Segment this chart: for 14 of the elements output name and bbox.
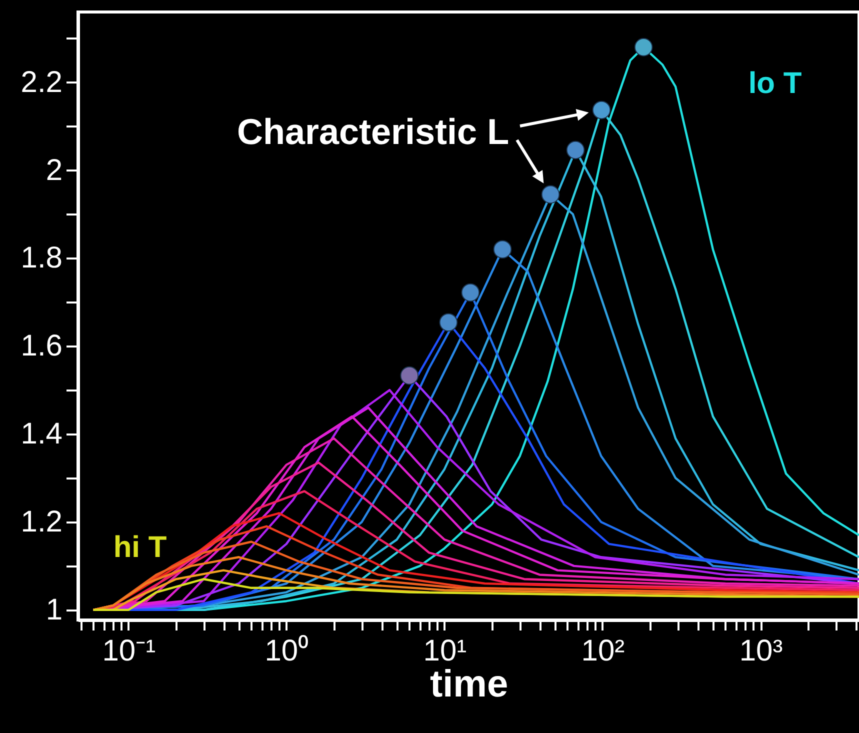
- annotation: hi T: [113, 531, 167, 564]
- x-tick-label: 10³: [739, 634, 783, 668]
- y-tick-label: 1.6: [20, 330, 62, 363]
- annotation: Characteristic L: [236, 111, 510, 152]
- y-tick-label: 1: [46, 593, 62, 626]
- y-tick-label: 2.2: [20, 66, 62, 99]
- annotation: lo T: [748, 67, 802, 100]
- y-tick-label: 1.8: [20, 242, 62, 275]
- y-tick-label: 1.4: [20, 418, 62, 451]
- x-tick-label: 10²: [581, 634, 625, 668]
- y-tick-label: 1.2: [20, 505, 62, 538]
- x-tick-label: 10⁻¹: [102, 634, 156, 668]
- y-tick-label: 2: [46, 154, 62, 187]
- x-tick-label: 10⁰: [264, 634, 310, 668]
